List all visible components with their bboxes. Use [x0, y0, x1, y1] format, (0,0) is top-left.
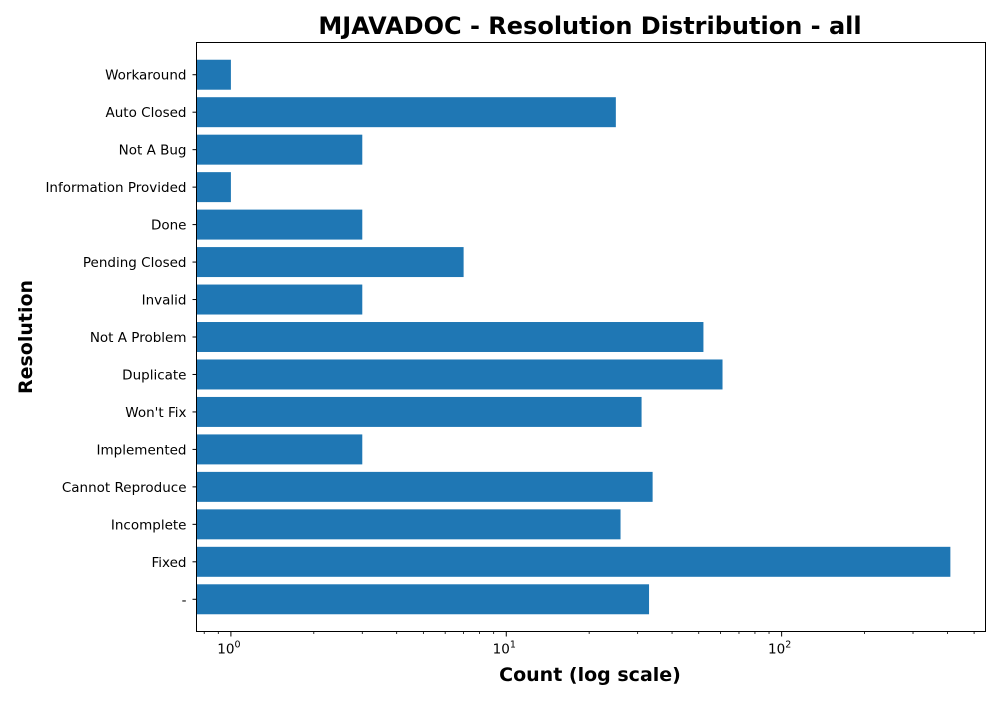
bar-done — [196, 209, 363, 240]
bar-cannot-reproduce — [196, 471, 653, 502]
y-tick-label-cannot-reproduce: Cannot Reproduce — [62, 480, 187, 496]
y-tick-label-fixed: Fixed — [152, 555, 187, 571]
y-axis-label: Resolution — [15, 280, 37, 394]
y-tick-label-done: Done — [151, 218, 187, 234]
bar-duplicate — [196, 359, 723, 390]
bar-workaround — [196, 59, 231, 90]
bar-invalid — [196, 284, 363, 315]
bar-blank — [196, 584, 650, 615]
bar-not-a-problem — [196, 322, 704, 352]
y-tick-label-auto-closed: Auto Closed — [106, 105, 187, 121]
y-tick-label-information-provided: Information Provided — [45, 180, 186, 196]
y-tick-label-duplicate: Duplicate — [122, 367, 186, 383]
y-tick-label-implemented: Implemented — [97, 442, 187, 458]
plot-area — [196, 59, 951, 615]
x-axis-label: Count (log scale) — [499, 664, 681, 686]
y-tick-label-pending-closed: Pending Closed — [83, 255, 187, 271]
y-axis: - Fixed Incomplete Cannot Reproduce Implemen… — [45, 68, 197, 608]
y-tick-label-not-a-problem: Not A Problem — [90, 330, 187, 346]
bar-won-t-fix — [196, 396, 642, 427]
y-tick-label-blank: - — [182, 592, 187, 608]
x-tick-label: 102 — [768, 640, 791, 658]
chart-title: MJAVADOC - Resolution Distribution - all — [318, 12, 861, 40]
x-tick-label: 101 — [493, 640, 516, 658]
bar-not-a-bug — [196, 134, 363, 165]
bar-pending-closed — [196, 247, 464, 278]
x-axis: 100 101 102 — [203, 631, 975, 658]
y-tick-label-workaround: Workaround — [105, 68, 186, 84]
bar-auto-closed — [196, 97, 616, 128]
y-tick-label-won-t-fix: Won't Fix — [125, 405, 186, 421]
y-tick-label-incomplete: Incomplete — [111, 517, 187, 533]
y-tick-label-not-a-bug: Not A Bug — [119, 143, 187, 159]
bar-fixed — [196, 546, 951, 577]
bar-incomplete — [196, 509, 621, 540]
y-tick-label-invalid: Invalid — [142, 293, 187, 309]
bar-information-provided — [196, 172, 231, 203]
x-tick-label: 100 — [217, 640, 240, 658]
bar-implemented — [196, 434, 363, 465]
